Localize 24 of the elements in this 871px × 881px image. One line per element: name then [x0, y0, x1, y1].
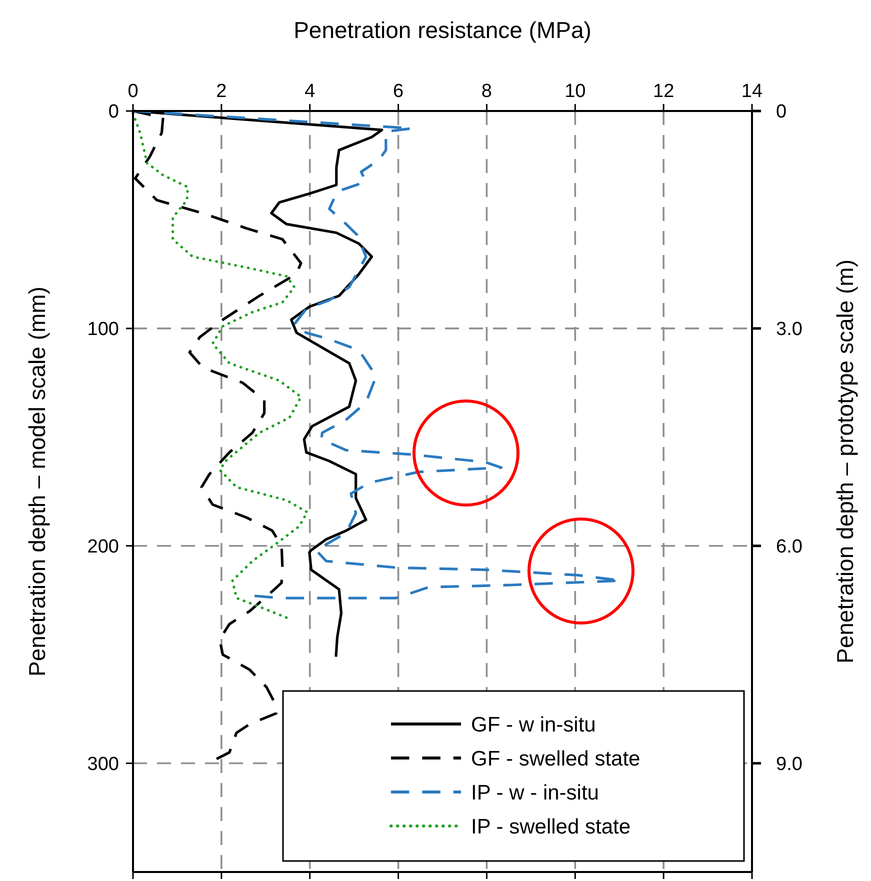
x-tick-label: 0: [128, 81, 138, 102]
x-tick-label: 4: [304, 81, 316, 102]
x-axis-title: Penetration resistance (MPa): [294, 17, 592, 43]
legend-label: IP - w - in-situ: [471, 781, 599, 804]
y2-tick-label: 6.0: [776, 536, 802, 558]
y-tick-label: 0: [108, 102, 119, 123]
y2-axis-title: Penetration depth – prototype scale (m): [832, 259, 858, 664]
y-tick-label: 200: [87, 536, 119, 558]
x-tick-label: 12: [653, 81, 674, 102]
x-tick-label: 8: [481, 81, 492, 102]
line-series: [132, 112, 309, 619]
x-tick-label: 6: [392, 81, 404, 102]
y-tick-label: 300: [87, 754, 119, 775]
x-tick-label: 10: [564, 81, 586, 102]
x-tick-label: 2: [216, 81, 227, 102]
y2-tick-label: 0: [776, 102, 787, 123]
legend-label: GF - swelled state: [471, 747, 640, 770]
y2-tick-label: 3.0: [776, 319, 802, 340]
y-axis-title: Penetration depth – model scale (mm): [24, 286, 50, 676]
legend-label: IP - swelled state: [471, 815, 631, 838]
x-tick-label: 14: [741, 81, 763, 102]
legend-label: GF - w in-situ: [471, 713, 596, 736]
y2-tick-label: 9.0: [776, 754, 802, 775]
y-tick-label: 100: [87, 319, 119, 340]
